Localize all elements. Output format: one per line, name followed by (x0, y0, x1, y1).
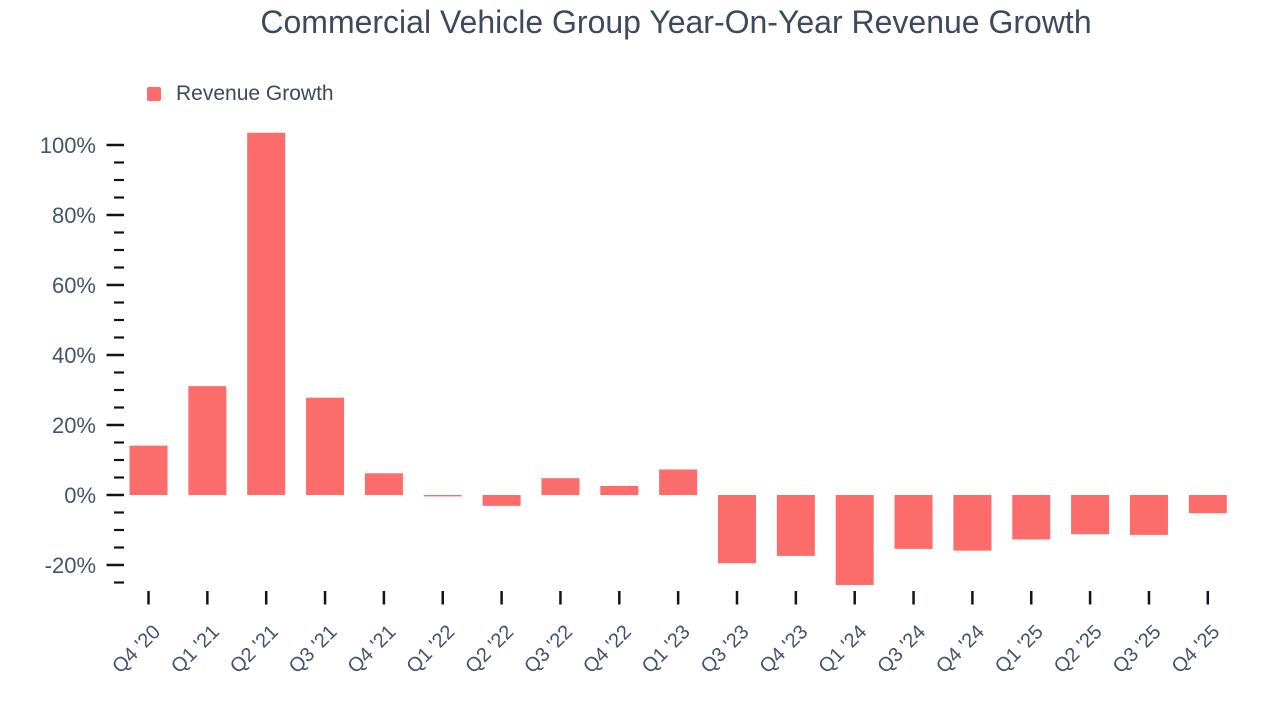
bar-q1-23 (659, 469, 698, 495)
legend-swatch (147, 87, 161, 101)
x-axis-label-q2-25: Q2 '25 (1050, 621, 1107, 678)
bar-q1-22 (423, 495, 462, 497)
x-axis-label-q4-21: Q4 '21 (344, 621, 401, 678)
x-axis-label-q1-21: Q1 '21 (167, 621, 224, 678)
x-axis-label-q4-25: Q4 '25 (1168, 621, 1225, 678)
bar-q2-22 (482, 495, 521, 506)
x-axis-label-q3-25: Q3 '25 (1109, 621, 1166, 678)
bar-q1-25 (1012, 495, 1051, 540)
y-axis-label-0: 0% (64, 483, 96, 508)
y-axis-label-80: 80% (52, 203, 96, 228)
bar-q3-21 (306, 397, 345, 495)
x-axis-label-q4-24: Q4 '24 (932, 621, 989, 678)
legend-label: Revenue Growth (176, 82, 334, 105)
y-axis-label-20: 20% (52, 413, 96, 438)
bar-q3-25 (1129, 495, 1168, 535)
x-axis-label-q3-21: Q3 '21 (285, 621, 342, 678)
bar-q3-24 (894, 495, 933, 549)
chart-title: Commercial Vehicle Group Year-On-Year Re… (260, 4, 1092, 40)
x-axis-label-q2-22: Q2 '22 (461, 621, 518, 678)
x-axis-label-q2-21: Q2 '21 (226, 621, 283, 678)
bar-q4-20 (129, 445, 168, 495)
bar-q2-25 (1071, 495, 1110, 535)
x-axis-label-q4-20: Q4 '20 (108, 621, 165, 678)
x-axis-label-q1-23: Q1 '23 (638, 621, 695, 678)
y-axis-label-60: 60% (52, 273, 96, 298)
x-axis-label-q1-24: Q1 '24 (814, 621, 871, 678)
x-axis-label-q4-22: Q4 '22 (579, 621, 636, 678)
bar-q4-23 (776, 495, 815, 556)
bar-q4-21 (364, 473, 403, 495)
bar-q1-21 (188, 386, 227, 495)
y-axis-label-100: 100% (40, 133, 96, 158)
x-axis-label-q3-23: Q3 '23 (697, 621, 754, 678)
x-axis-label-q1-22: Q1 '22 (402, 621, 459, 678)
y-axis-label--20: -20% (45, 553, 96, 578)
x-axis-label-q1-25: Q1 '25 (991, 621, 1048, 678)
bar-q4-22 (600, 485, 639, 495)
y-axis-label-40: 40% (52, 343, 96, 368)
bar-q4-25 (1188, 495, 1227, 514)
bar-q3-23 (718, 495, 756, 564)
x-axis-label-q4-23: Q4 '23 (756, 621, 813, 678)
bar-q2-21 (247, 132, 286, 495)
x-axis-label-q3-22: Q3 '22 (520, 621, 577, 678)
bar-q1-24 (835, 495, 874, 585)
bar-q3-22 (541, 478, 580, 495)
bar-q4-24 (953, 495, 992, 551)
x-axis-label-q3-24: Q3 '24 (873, 621, 930, 678)
legend: Revenue Growth (147, 82, 334, 105)
